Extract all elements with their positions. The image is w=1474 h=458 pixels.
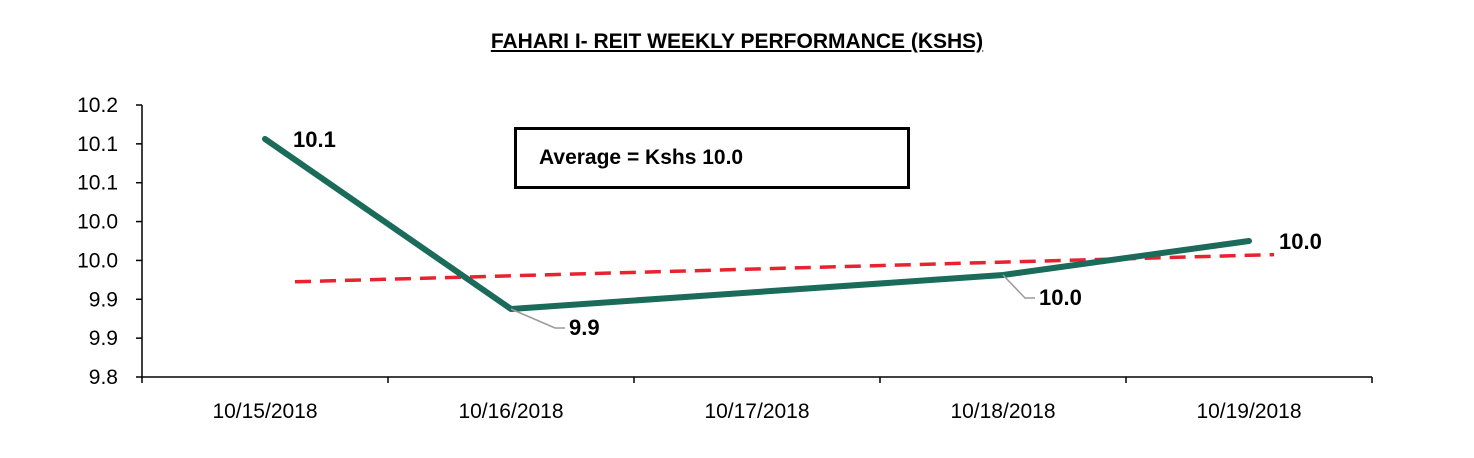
data-labels: 10.1 9.9 10.0 10.0 — [293, 127, 1322, 340]
y-tick-label: 10.1 — [77, 172, 118, 195]
data-label: 10.0 — [1279, 229, 1322, 254]
x-tick-label: 10/15/2018 — [212, 400, 317, 423]
x-tick-label: 10/18/2018 — [950, 400, 1055, 423]
data-label-leaders — [510, 274, 1035, 329]
y-tick-label: 10.1 — [77, 133, 118, 156]
x-tick-label: 10/19/2018 — [1196, 400, 1301, 423]
data-label: 10.1 — [293, 127, 336, 152]
y-tick-label: 10.0 — [77, 249, 118, 272]
trendline-dashed — [294, 252, 1275, 284]
y-tick-label: 9.8 — [89, 366, 118, 389]
chart-axes — [141, 105, 1372, 378]
data-label-leader — [1002, 274, 1035, 299]
average-annotation-label: Average = Kshs 10.0 — [539, 146, 744, 169]
x-axis-ticks: 10/15/2018 10/16/2018 10/17/2018 10/18/2018… — [141, 377, 1373, 423]
x-tick-label: 10/17/2018 — [704, 400, 809, 423]
y-tick-label: 10.0 — [77, 211, 118, 234]
y-tick-label: 9.9 — [89, 327, 118, 350]
data-label-leader — [510, 308, 565, 329]
y-tick-label: 9.9 — [89, 288, 118, 311]
chart-title: FAHARI I- REIT WEEKLY PERFORMANCE (KSHS) — [490, 30, 984, 53]
x-tick-label: 10/16/2018 — [458, 400, 563, 423]
y-tick-label: 10.2 — [77, 94, 118, 117]
series-line-path — [262, 136, 1252, 312]
data-label: 10.0 — [1039, 285, 1082, 310]
trendline — [294, 252, 1275, 284]
data-label: 9.9 — [569, 315, 600, 340]
average-annotation-box: Average = Kshs 10.0 — [514, 127, 910, 189]
y-axis-ticks: 9.8 9.9 9.9 10.0 10.0 10.1 10.1 10.2 — [77, 94, 142, 389]
